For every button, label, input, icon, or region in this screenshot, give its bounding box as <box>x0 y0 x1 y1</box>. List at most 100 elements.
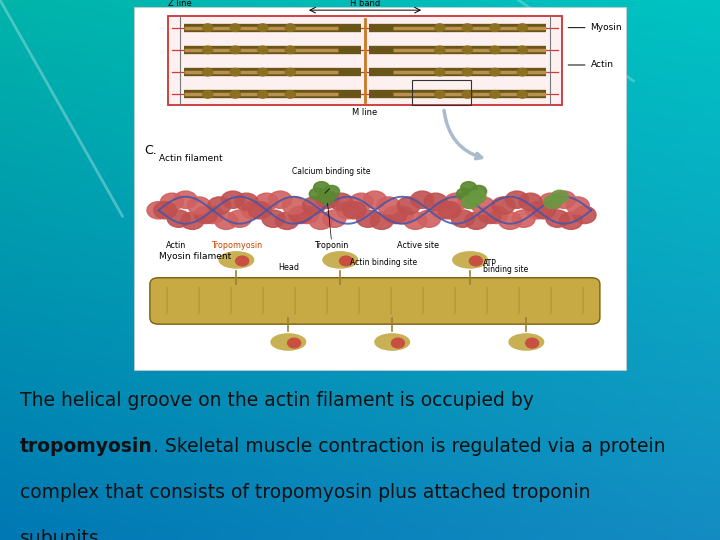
Circle shape <box>343 201 366 219</box>
Circle shape <box>390 206 413 224</box>
Text: tropomyosin: tropomyosin <box>20 437 153 456</box>
Circle shape <box>546 210 569 227</box>
Circle shape <box>323 210 346 227</box>
Circle shape <box>469 190 486 203</box>
Circle shape <box>181 212 204 230</box>
Circle shape <box>202 46 212 53</box>
Circle shape <box>269 191 292 208</box>
Ellipse shape <box>323 252 358 268</box>
Circle shape <box>202 69 212 76</box>
Circle shape <box>490 91 500 98</box>
Text: Active site: Active site <box>397 241 439 251</box>
Circle shape <box>235 193 258 211</box>
Circle shape <box>462 46 472 53</box>
Circle shape <box>215 212 238 230</box>
FancyBboxPatch shape <box>134 7 626 370</box>
Circle shape <box>167 210 190 227</box>
Circle shape <box>566 197 589 214</box>
Circle shape <box>285 91 295 98</box>
Circle shape <box>462 91 472 98</box>
Circle shape <box>174 191 197 208</box>
Circle shape <box>478 206 501 224</box>
Circle shape <box>262 210 285 227</box>
Text: complex that consists of tropomyosin plus attached troponin: complex that consists of tropomyosin plu… <box>20 483 590 502</box>
Circle shape <box>248 201 271 219</box>
Circle shape <box>258 69 268 76</box>
Circle shape <box>364 191 387 208</box>
Text: The helical groove on the actin filament is occupied by: The helical groove on the actin filament… <box>20 392 534 410</box>
Circle shape <box>356 210 379 227</box>
Circle shape <box>492 197 515 214</box>
Circle shape <box>539 193 562 211</box>
Circle shape <box>518 46 528 53</box>
Circle shape <box>410 191 433 208</box>
Circle shape <box>230 24 240 31</box>
Circle shape <box>202 91 212 98</box>
Circle shape <box>314 181 330 193</box>
Circle shape <box>518 24 528 31</box>
Text: H band: H band <box>350 0 380 9</box>
Ellipse shape <box>219 252 253 268</box>
Circle shape <box>498 212 521 230</box>
Ellipse shape <box>271 334 305 350</box>
Circle shape <box>518 91 528 98</box>
Circle shape <box>384 206 407 224</box>
Circle shape <box>462 195 479 208</box>
Text: Calcium binding site: Calcium binding site <box>292 167 371 176</box>
Circle shape <box>282 197 305 214</box>
FancyBboxPatch shape <box>168 16 562 105</box>
Circle shape <box>397 197 420 214</box>
Text: Actin binding site: Actin binding site <box>350 258 417 267</box>
Circle shape <box>559 212 582 230</box>
Circle shape <box>435 91 445 98</box>
Circle shape <box>230 46 240 53</box>
Circle shape <box>377 197 400 214</box>
Circle shape <box>431 201 454 219</box>
Circle shape <box>551 190 568 203</box>
Text: C.: C. <box>144 144 156 157</box>
Circle shape <box>505 191 528 208</box>
Circle shape <box>526 201 549 219</box>
Circle shape <box>228 210 251 227</box>
Circle shape <box>519 193 542 211</box>
Circle shape <box>161 193 184 211</box>
Circle shape <box>573 206 596 224</box>
Text: binding site: binding site <box>483 265 528 274</box>
Circle shape <box>208 197 231 214</box>
Circle shape <box>296 206 319 224</box>
Circle shape <box>187 197 210 214</box>
Circle shape <box>518 69 528 76</box>
Circle shape <box>490 24 500 31</box>
Circle shape <box>350 193 373 211</box>
Circle shape <box>526 338 539 348</box>
Circle shape <box>472 197 495 214</box>
Circle shape <box>289 206 312 224</box>
FancyBboxPatch shape <box>150 278 600 324</box>
Circle shape <box>316 191 339 208</box>
Circle shape <box>202 24 212 31</box>
Circle shape <box>258 91 268 98</box>
Text: Head: Head <box>278 263 299 272</box>
Circle shape <box>147 201 170 219</box>
Circle shape <box>310 212 333 230</box>
Circle shape <box>310 188 325 200</box>
Text: Tropomyosin: Tropomyosin <box>211 241 262 251</box>
Circle shape <box>435 24 445 31</box>
Text: Troponin: Troponin <box>315 241 348 251</box>
Text: Actin: Actin <box>166 241 186 251</box>
Text: ATP: ATP <box>483 260 497 268</box>
Circle shape <box>201 206 224 224</box>
Circle shape <box>276 212 299 230</box>
Circle shape <box>302 197 325 214</box>
Circle shape <box>462 69 472 76</box>
Circle shape <box>285 46 295 53</box>
Circle shape <box>230 69 240 76</box>
Circle shape <box>469 256 482 266</box>
Text: Z line: Z line <box>168 0 192 9</box>
Circle shape <box>336 201 359 219</box>
Circle shape <box>444 193 467 211</box>
Ellipse shape <box>375 334 410 350</box>
Circle shape <box>490 69 500 76</box>
Circle shape <box>544 195 561 208</box>
Circle shape <box>435 69 445 76</box>
